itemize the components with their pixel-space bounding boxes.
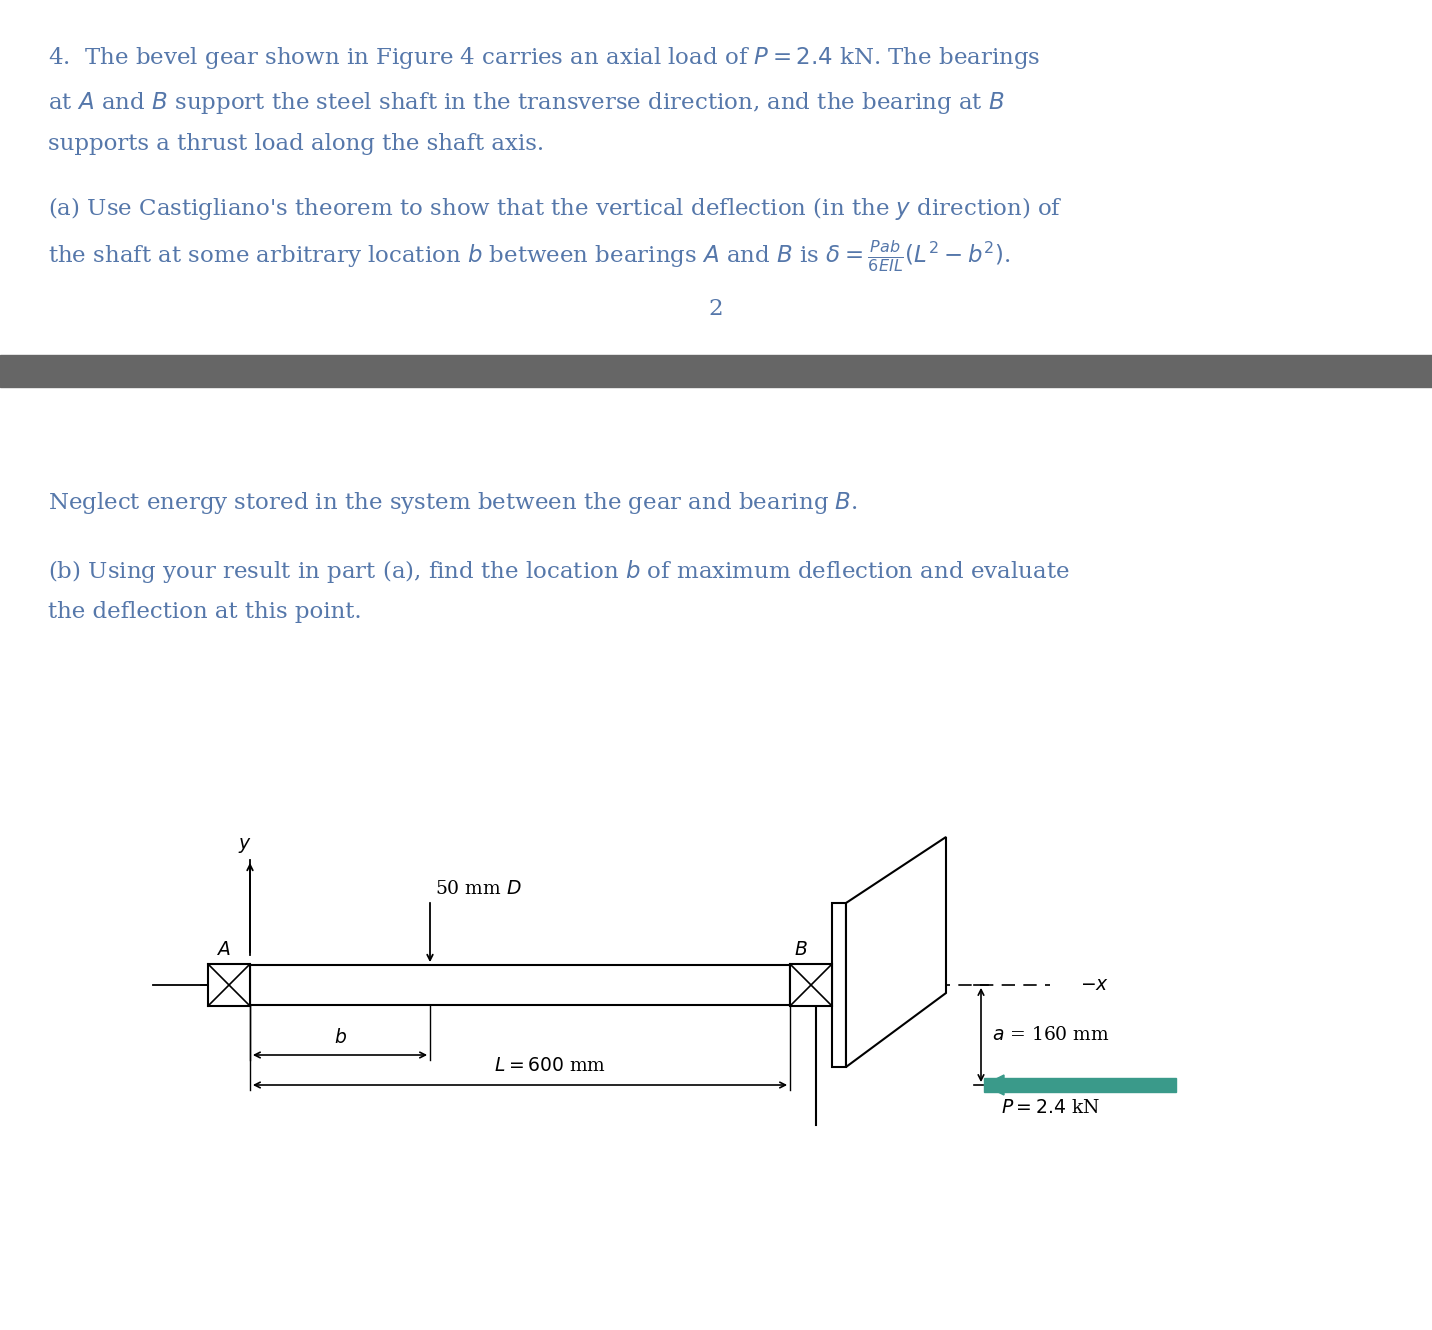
- Text: $-x$: $-x$: [1080, 976, 1108, 994]
- Text: $b$: $b$: [334, 1028, 347, 1047]
- Text: (b) Using your result in part (a), find the location $b$ of maximum deflection a: (b) Using your result in part (a), find …: [49, 559, 1070, 585]
- Text: supports a thrust load along the shaft axis.: supports a thrust load along the shaft a…: [49, 133, 544, 156]
- Polygon shape: [846, 837, 947, 1067]
- Bar: [208, 964, 251, 1005]
- Text: $A$: $A$: [216, 942, 231, 959]
- Text: the deflection at this point.: the deflection at this point.: [49, 601, 362, 622]
- Bar: [832, 903, 846, 1067]
- Text: $P = 2.4$ kN: $P = 2.4$ kN: [1001, 1099, 1100, 1117]
- Text: 50 mm $D$: 50 mm $D$: [435, 880, 521, 898]
- Bar: [0, 355, 1432, 387]
- Bar: [251, 966, 790, 1005]
- Bar: [984, 1079, 1176, 1092]
- Text: 4.  The bevel gear shown in Figure 4 carries an axial load of $P = 2.4$ kN. The : 4. The bevel gear shown in Figure 4 carr…: [49, 45, 1041, 70]
- Text: 2: 2: [709, 298, 723, 321]
- Text: Neglect energy stored in the system between the gear and bearing $B$.: Neglect energy stored in the system betw…: [49, 489, 858, 516]
- Text: $B$: $B$: [793, 942, 808, 959]
- Text: at $A$ and $B$ support the steel shaft in the transverse direction, and the bear: at $A$ and $B$ support the steel shaft i…: [49, 90, 1005, 116]
- Bar: [790, 964, 832, 1005]
- Text: (a) Use Castigliano's theorem to show that the vertical deflection (in the $y$ d: (a) Use Castigliano's theorem to show th…: [49, 196, 1063, 222]
- Polygon shape: [984, 1075, 1004, 1095]
- Text: $L = 600$ mm: $L = 600$ mm: [494, 1057, 606, 1075]
- Text: $y$: $y$: [238, 837, 252, 855]
- Text: $a$ = 160 mm: $a$ = 160 mm: [992, 1025, 1110, 1044]
- Text: the shaft at some arbitrary location $b$ between bearings $A$ and $B$ is $\delta: the shaft at some arbitrary location $b$…: [49, 238, 1010, 274]
